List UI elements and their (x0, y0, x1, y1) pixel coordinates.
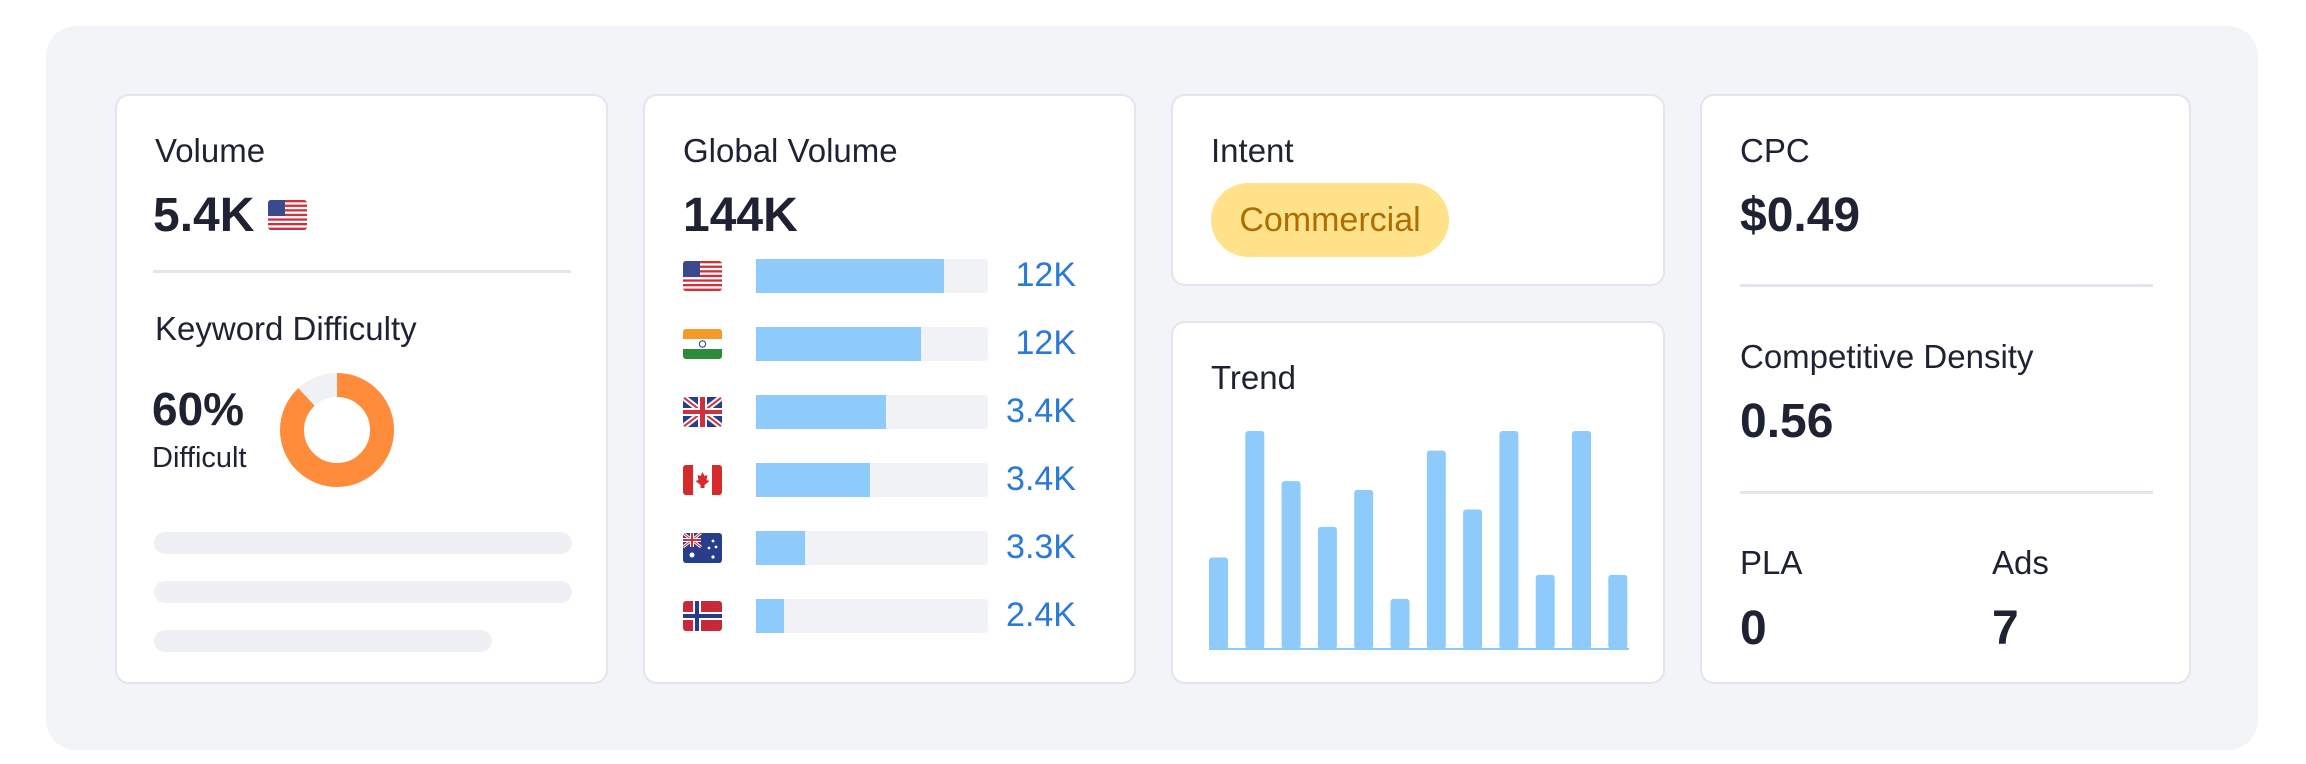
difficulty-ring-chart (280, 373, 394, 487)
trend-bar (1572, 431, 1591, 649)
trend-bar (1608, 574, 1628, 649)
pla-value: 0 (1740, 602, 1767, 655)
trend-bar (1245, 431, 1265, 649)
country-volume-bar-fill (756, 599, 784, 633)
country-volume-bar (756, 259, 988, 293)
pla-label: PLA (1740, 544, 1803, 581)
competitive-density-label: Competitive Density (1740, 338, 2034, 375)
volume-card: Volume 5.4K Keyword Difficulty 60% Diffi… (115, 94, 608, 684)
keyword-difficulty-percent: 60% (152, 383, 245, 435)
country-volume-bar (756, 531, 988, 565)
ads-label: Ads (1992, 544, 2049, 581)
country-volume-value: 12K (1015, 324, 1077, 362)
country-volume-bar (756, 327, 988, 361)
volume-label: Volume (155, 132, 266, 169)
trend-bar (1499, 431, 1519, 649)
country-volume-bar-fill (756, 259, 944, 293)
cpc-value: $0.49 (1740, 189, 1861, 242)
trend-card: Trend (1171, 321, 1665, 684)
trend-bar (1390, 598, 1410, 649)
country-volume-bar-fill (756, 327, 921, 361)
country-volume-value: 12K (1015, 256, 1077, 294)
density-divider (1740, 491, 2153, 494)
country-volume-bar (756, 463, 988, 497)
trend-bar (1281, 481, 1301, 649)
placeholder-line (154, 532, 572, 554)
global-volume-label: Global Volume (683, 132, 898, 169)
trend-bar (1209, 557, 1228, 649)
trend-label: Trend (1211, 359, 1296, 396)
ca-flag-icon (683, 465, 722, 495)
trend-bar (1535, 574, 1555, 649)
competitive-density-value: 0.56 (1740, 395, 1834, 448)
volume-value: 5.4K (153, 189, 255, 242)
keyword-difficulty-label: Keyword Difficulty (155, 310, 417, 347)
country-volume-bar (756, 395, 988, 429)
trend-bar (1317, 526, 1337, 649)
country-volume-value: 2.4K (1006, 596, 1076, 634)
country-volume-value: 3.4K (1006, 460, 1076, 498)
difficulty-ring-arc (280, 373, 394, 487)
us-flag-icon (268, 200, 307, 230)
intent-label: Intent (1211, 132, 1294, 169)
cpc-label: CPC (1740, 132, 1810, 169)
in-flag-icon (683, 329, 722, 359)
placeholder-line (154, 581, 572, 603)
trend-bar (1426, 450, 1446, 649)
ads-value: 7 (1992, 602, 2019, 655)
volume-divider (153, 270, 571, 273)
keyword-difficulty-level: Difficult (152, 442, 247, 474)
cpc-card: CPC $0.49 Competitive Density 0.56 PLA 0… (1700, 94, 2191, 684)
country-volume-bar-fill (756, 395, 886, 429)
country-volume-value: 3.4K (1006, 392, 1076, 430)
trend-bar (1463, 509, 1483, 649)
country-volume-bar-fill (756, 531, 805, 565)
au-flag-icon (683, 533, 722, 563)
country-volume-value: 3.3K (1006, 528, 1076, 566)
placeholder-line (154, 630, 492, 652)
uk-flag-icon (683, 397, 722, 427)
no-flag-icon (683, 601, 722, 631)
intent-card: Intent Commercial (1171, 94, 1665, 286)
trend-bar (1354, 489, 1374, 649)
trend-bar-chart (1209, 431, 1629, 650)
country-volume-bar-fill (756, 463, 870, 497)
cpc-divider (1740, 284, 2153, 287)
us-flag-icon (683, 261, 722, 291)
global-volume-card: Global Volume 144K 12K 12K 3.4K 3.4K 3.3K 2.4… (643, 94, 1136, 684)
country-volume-bar (756, 599, 988, 633)
global-volume-value: 144K (683, 189, 798, 242)
intent-badge: Commercial (1211, 183, 1449, 257)
